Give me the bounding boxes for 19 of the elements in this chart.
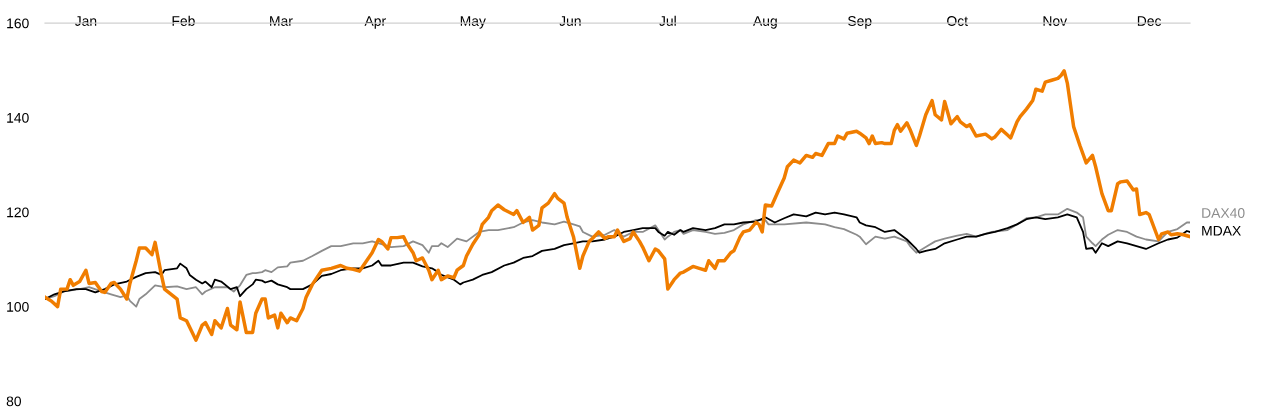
- y-tick-label: 120: [7, 207, 29, 218]
- x-tick-label: Jul: [659, 15, 676, 26]
- x-tick-label: Sep: [847, 16, 872, 29]
- x-tick-label: Jun: [559, 16, 581, 26]
- x-tick-label: Feb: [172, 15, 195, 26]
- x-tick-label: May: [460, 16, 486, 29]
- series-label: DAX40: [1202, 208, 1245, 218]
- y-tick-label: 140: [7, 112, 29, 123]
- y-tick-label: 100: [7, 301, 29, 312]
- x-tick-label: Oct: [947, 16, 968, 26]
- y-tick-label: 80: [6, 396, 22, 407]
- x-tick-label: Mar: [270, 16, 293, 26]
- x-tick-label: Dec: [1137, 16, 1162, 26]
- x-tick-label: Jan: [74, 16, 97, 26]
- x-tick-label: Apr: [364, 16, 386, 29]
- x-tick-label: Nov: [1043, 16, 1068, 26]
- y-tick-label: 160: [7, 18, 29, 29]
- x-tick-label: Aug: [753, 16, 777, 29]
- series-label: MDAX: [1202, 225, 1241, 236]
